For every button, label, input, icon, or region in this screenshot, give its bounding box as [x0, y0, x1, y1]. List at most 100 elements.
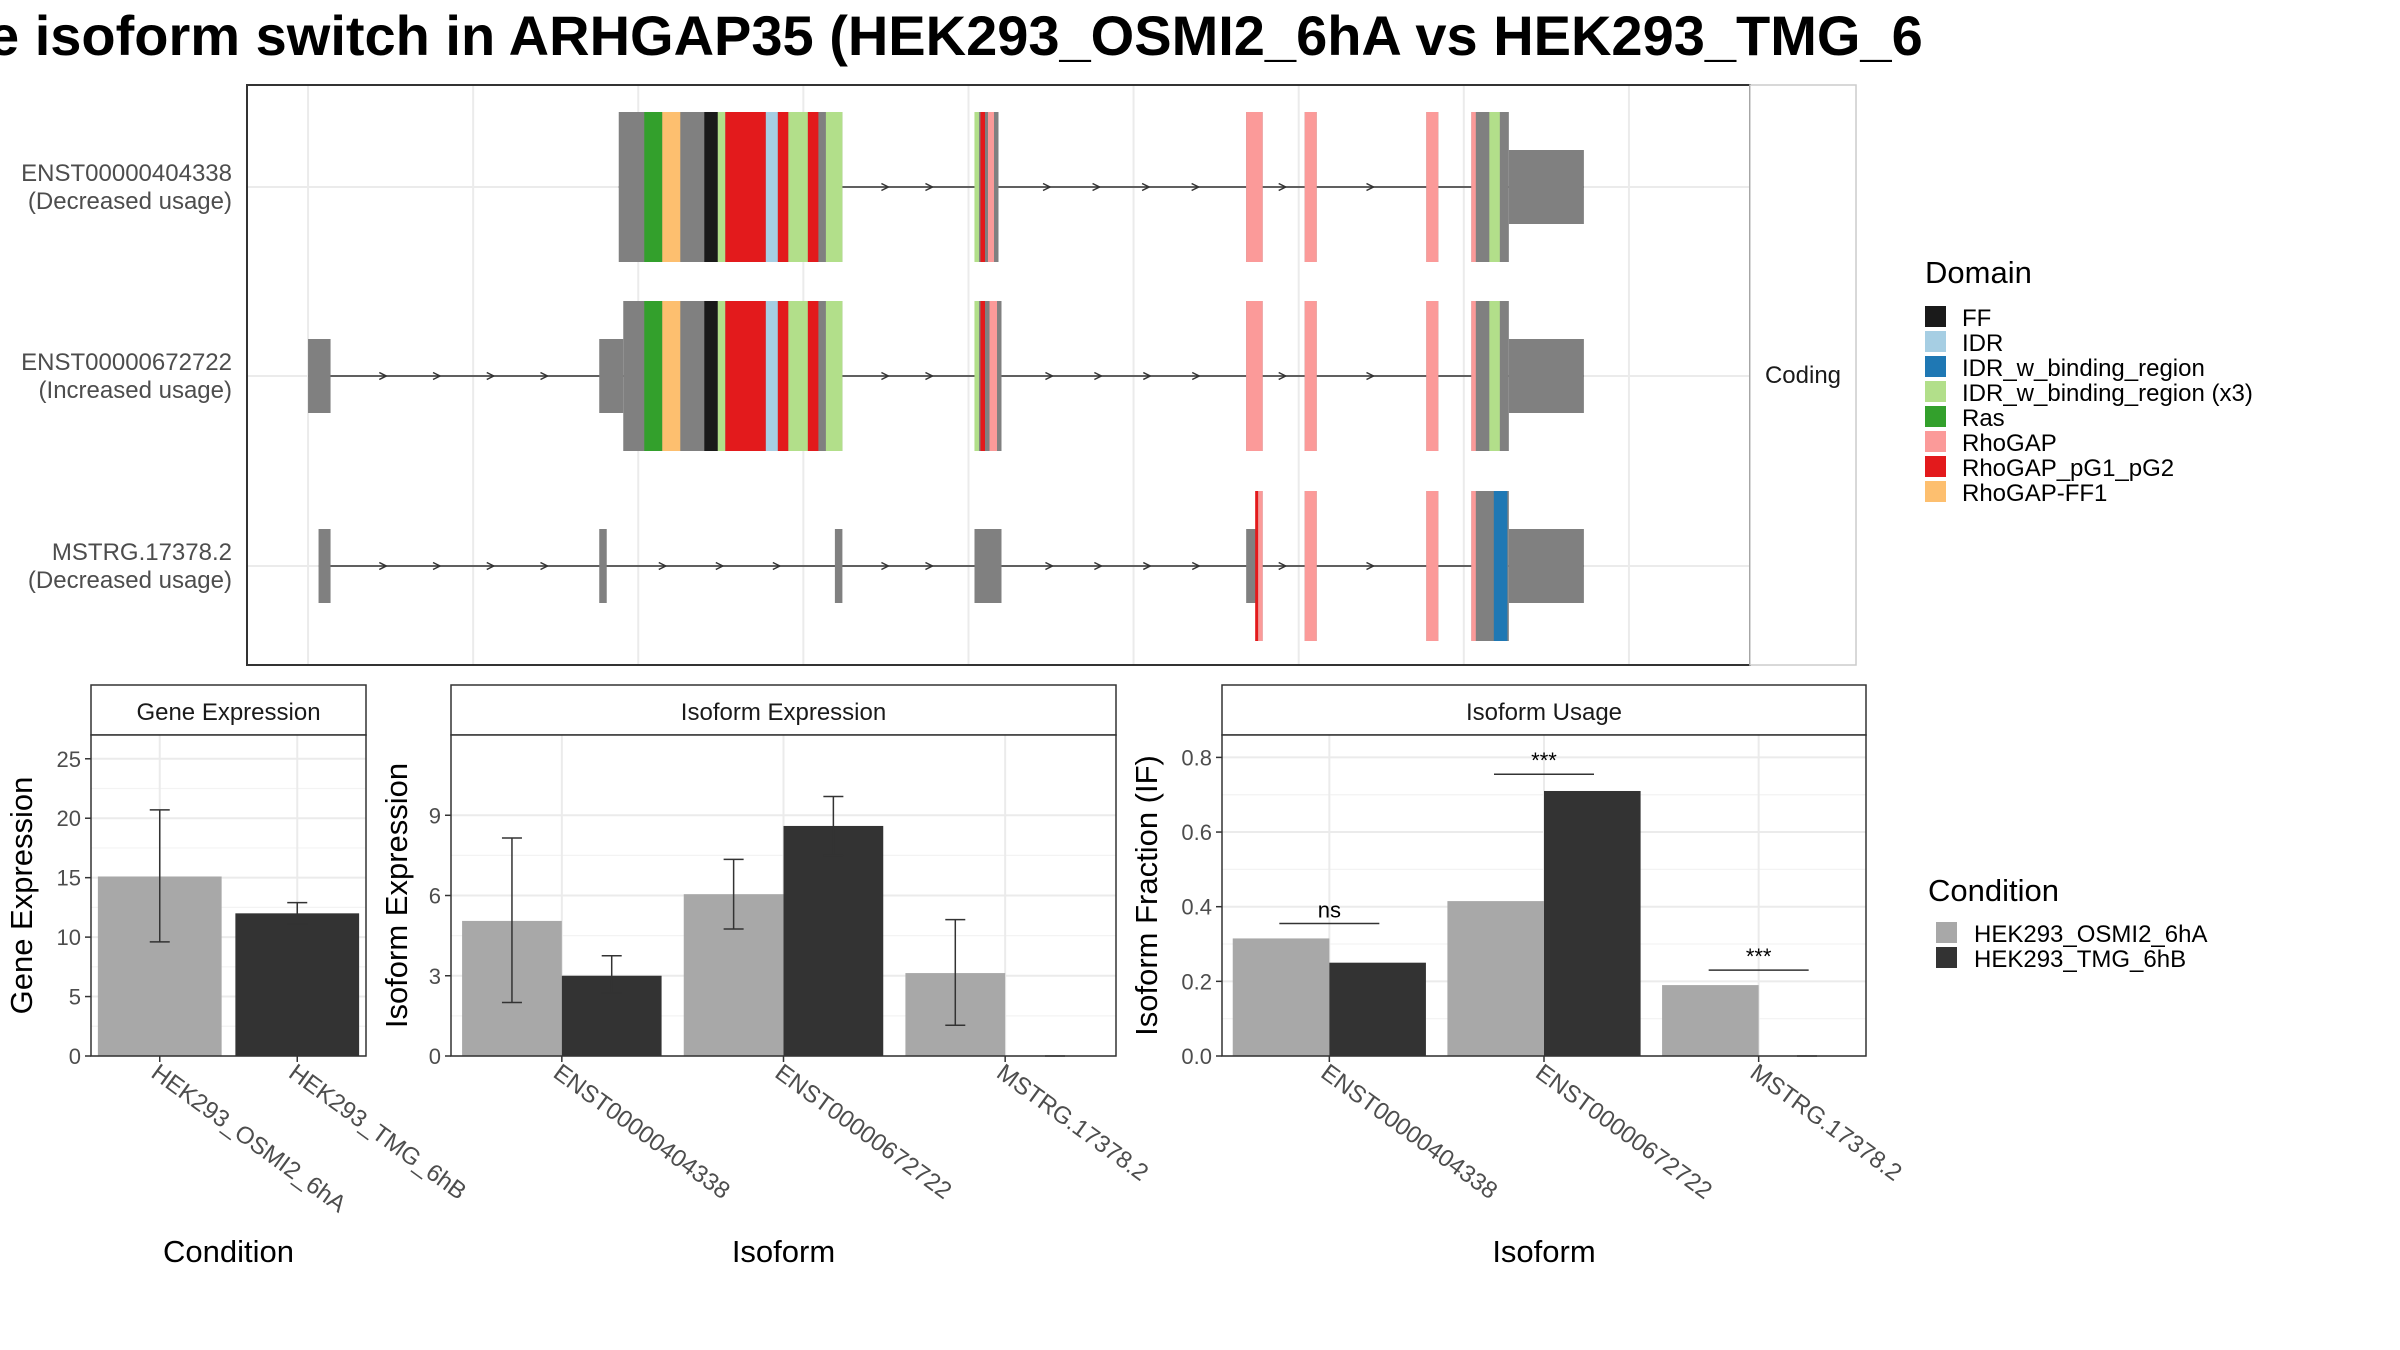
- intron-arrow: [1366, 182, 1376, 192]
- domain-segment: [1304, 301, 1317, 451]
- bar: [235, 913, 360, 1056]
- domain-segment: [788, 301, 808, 451]
- intron-arrow: [1094, 371, 1104, 381]
- bar: [1232, 938, 1330, 1056]
- significance-label: ***: [1746, 944, 1772, 969]
- intron-arrow: [486, 561, 496, 571]
- domain-segment: [987, 112, 994, 262]
- intron-arrow: [1278, 182, 1288, 192]
- transcript-id-label: ENST00000672722: [21, 349, 232, 376]
- domain-segment: [704, 112, 718, 262]
- domain-segment: [1489, 112, 1500, 262]
- transcript-tracks: [308, 112, 1584, 641]
- domain-legend-swatch: [1925, 331, 1946, 352]
- domain-segment: [1471, 112, 1476, 262]
- transcript-usage-label: (Decreased usage): [28, 188, 232, 215]
- y-tick-label: 0.0: [1181, 1044, 1212, 1069]
- intron-arrow: [1366, 561, 1376, 571]
- transcript-usage-label: (Decreased usage): [28, 567, 232, 594]
- domain-segment: [1426, 301, 1439, 451]
- y-tick-label: 10: [57, 925, 81, 950]
- domain-legend-label: IDR_w_binding_region (x3): [1962, 380, 2253, 407]
- intron-arrow: [881, 182, 891, 192]
- intron-arrow: [540, 371, 550, 381]
- intron-arrow: [432, 561, 442, 571]
- bar: [1447, 901, 1544, 1056]
- significance-label: ns: [1318, 897, 1341, 922]
- intron-arrow: [1142, 561, 1152, 571]
- domain-segment: [777, 301, 789, 451]
- domain-segment: [1258, 491, 1263, 641]
- domain-segment: [974, 301, 979, 451]
- gene-expression-panel: Gene Expression0510152025HEK293_OSMI2_6h…: [4, 684, 471, 1269]
- domain-segment: [1471, 301, 1476, 451]
- exon: [1508, 529, 1584, 603]
- domain-legend-swatch: [1925, 481, 1946, 502]
- condition-legend-title: Condition: [1928, 873, 2059, 908]
- intron-arrow: [1092, 182, 1102, 192]
- x-tick-label: ENST00000672722: [770, 1059, 956, 1205]
- domain-segment: [825, 112, 843, 262]
- bar: [1544, 790, 1641, 1056]
- domain-legend-swatch: [1925, 381, 1946, 402]
- intron-arrow: [1094, 561, 1104, 571]
- domain-legend-swatch: [1925, 356, 1946, 377]
- intron-arrow: [1141, 182, 1151, 192]
- domain-segment: [662, 112, 681, 262]
- condition-legend-swatch: [1936, 922, 1957, 943]
- domain-segment: [980, 112, 985, 262]
- domain-segment: [980, 301, 985, 451]
- gene-structure-panel: ENST00000404338(Decreased usage)ENST0000…: [21, 84, 1857, 666]
- coding-strip: [1749, 84, 1857, 666]
- domain-legend-swatch: [1925, 306, 1946, 327]
- y-tick-label: 0.4: [1181, 895, 1212, 920]
- domain-segment: [1471, 491, 1476, 641]
- x-axis-title: Isoform: [1492, 1234, 1595, 1269]
- y-axis-title: Isoform Fraction (IF): [1129, 755, 1164, 1036]
- x-tick-label: ENST00000672722: [1530, 1059, 1716, 1205]
- intron-arrow: [1278, 561, 1288, 571]
- domain-segment: [1426, 491, 1439, 641]
- exon: [1246, 529, 1257, 603]
- intron-arrow: [772, 561, 782, 571]
- domain-segment: [717, 112, 726, 262]
- intron-arrow: [378, 561, 388, 571]
- panel-strip: [90, 684, 367, 736]
- domain-segment: [765, 112, 778, 262]
- intron-arrow: [1191, 182, 1201, 192]
- domain-segment: [1246, 301, 1263, 451]
- y-tick-label: 6: [429, 884, 441, 909]
- domain-legend-label: RhoGAP: [1962, 430, 2057, 457]
- domain-legend-swatch: [1925, 431, 1946, 452]
- x-tick-label: MSTRG.17378.2: [1745, 1059, 1907, 1187]
- y-tick-label: 0.6: [1181, 820, 1212, 845]
- domain-segment: [989, 301, 997, 451]
- panel-strip-label: Isoform Usage: [1466, 699, 1622, 726]
- y-tick-label: 3: [429, 964, 441, 989]
- bar: [1662, 985, 1759, 1056]
- intron-arrow: [1366, 371, 1376, 381]
- figure-title: e isoform switch in ARHGAP35 (HEK293_OSM…: [0, 4, 1923, 67]
- exon: [599, 529, 607, 603]
- panel-strip: [450, 684, 1117, 736]
- condition-legend-label: HEK293_TMG_6hB: [1974, 946, 2186, 973]
- domain-segment: [788, 112, 808, 262]
- bar: [783, 825, 884, 1056]
- domain-segment: [725, 112, 766, 262]
- domain-segment: [1426, 112, 1439, 262]
- y-tick-label: 5: [69, 985, 81, 1010]
- domain-legend-title: Domain: [1925, 255, 2032, 290]
- x-axis-title: Condition: [163, 1234, 294, 1269]
- intron-arrow: [1042, 182, 1052, 192]
- domain-legend-items: FFIDRIDR_w_binding_regionIDR_w_binding_r…: [1925, 305, 2253, 507]
- x-axis-title: Isoform: [732, 1234, 835, 1269]
- intron-arrow: [1191, 371, 1201, 381]
- exon: [1508, 339, 1584, 413]
- intron-arrow: [925, 371, 935, 381]
- domain-segment: [765, 301, 778, 451]
- x-tick-label: ENST00000404338: [1316, 1059, 1502, 1205]
- exon: [1508, 150, 1584, 224]
- y-tick-label: 9: [429, 803, 441, 828]
